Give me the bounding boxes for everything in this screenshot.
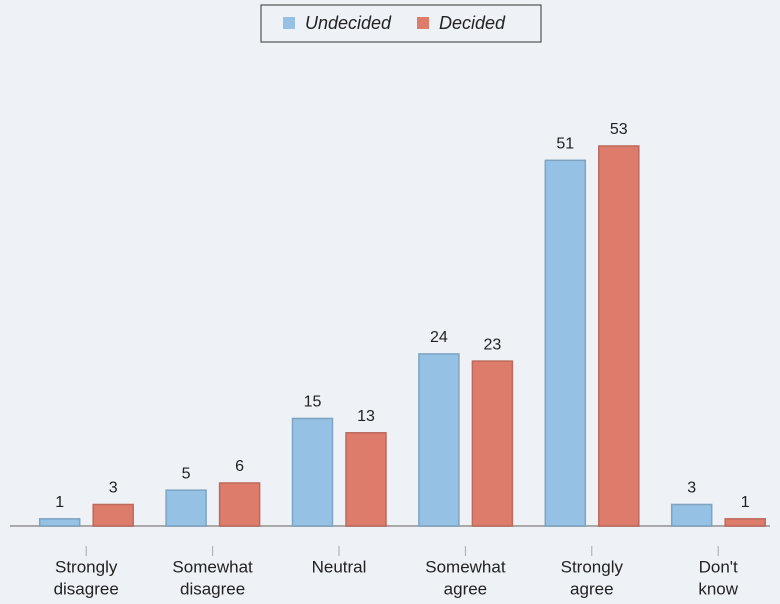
value-label: 13 (357, 408, 375, 425)
bar (165, 489, 207, 527)
value-label: 51 (556, 136, 574, 153)
value-label: 53 (610, 121, 628, 138)
x-tick-label: agree (570, 579, 613, 598)
bar (670, 503, 713, 527)
bar (724, 518, 766, 527)
legend-label: Undecided (305, 13, 392, 33)
x-tick-label: Somewhat (172, 557, 253, 576)
x-tick-label: Somewhat (425, 557, 506, 576)
bar (345, 432, 387, 527)
x-tick-label: agree (444, 579, 487, 598)
value-label: 3 (687, 480, 696, 497)
x-tick-label: know (698, 579, 738, 598)
legend-swatch (417, 17, 429, 29)
x-tick-label: Strongly (55, 557, 118, 576)
bar (38, 518, 81, 527)
x-tick-label: Neutral (312, 557, 367, 576)
value-label: 3 (109, 480, 118, 497)
value-label: 6 (235, 458, 244, 475)
bar (291, 417, 334, 527)
value-label: 1 (55, 494, 64, 511)
bar (418, 353, 460, 527)
value-label: 15 (304, 394, 322, 411)
value-label: 1 (741, 494, 750, 511)
legend-label: Decided (439, 13, 506, 33)
value-label: 5 (182, 465, 191, 482)
x-tick-label: disagree (180, 579, 245, 598)
bar (544, 159, 587, 527)
x-tick-label: Don't (699, 557, 738, 576)
value-label: 23 (484, 336, 502, 353)
value-label: 24 (430, 329, 448, 346)
bar (218, 482, 261, 527)
x-tick-label: disagree (54, 579, 119, 598)
bar (471, 360, 514, 527)
x-tick-label: Strongly (561, 557, 624, 576)
bar (92, 503, 134, 527)
bar (598, 145, 640, 527)
legend-box (260, 4, 542, 43)
legend-swatch (283, 17, 295, 29)
